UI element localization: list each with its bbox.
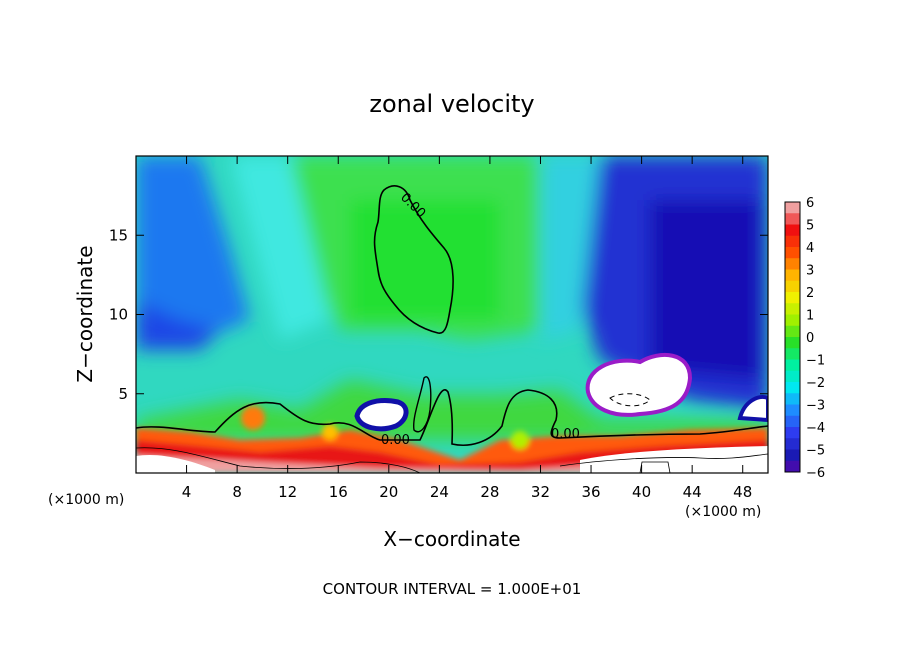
field-white-bottom <box>136 454 215 473</box>
field-warm-band <box>136 428 768 473</box>
field-cyan-right <box>540 156 600 340</box>
x-tick-label: 32 <box>531 483 550 501</box>
contour-label-3: 0.00 <box>551 427 580 442</box>
x-tick-label: 44 <box>683 483 702 501</box>
contour-bottom-box <box>639 461 671 473</box>
colorbar-segment-blend <box>785 438 800 450</box>
colorbar-tick-label: 2 <box>806 286 814 301</box>
colorbar-segment-blend <box>785 280 800 293</box>
x-tick-label: 4 <box>182 483 192 501</box>
colorbar-tick-label: −2 <box>806 376 825 391</box>
x-tick-label: 24 <box>430 483 449 501</box>
colorbar-segment-blend <box>785 325 800 338</box>
contour-label-2: 0.00 <box>381 433 410 448</box>
field-white-right <box>585 353 693 417</box>
y-axis-ticks: 5 10 15 <box>109 226 768 403</box>
x-tick-label: 40 <box>632 483 651 501</box>
contour-upper-cell <box>373 185 454 334</box>
velocity-field: 0.00 0.00 0.00 <box>136 156 768 473</box>
field-left-deepblue <box>136 300 220 350</box>
colorbar-tick-label: 5 <box>806 219 814 234</box>
colorbar-frame <box>784 201 801 473</box>
x-tick-label: 16 <box>329 483 348 501</box>
field-hot-spot-2 <box>322 424 338 440</box>
colorbar-tick-label: −6 <box>806 466 825 481</box>
colorbar-segment-blend <box>785 460 800 473</box>
field-hot-spot-3 <box>511 431 529 449</box>
x-tick-label: 8 <box>232 483 242 501</box>
field-right-deep <box>650 200 760 380</box>
x-tick-label: 48 <box>733 483 752 501</box>
contour-bottom-thin <box>136 447 421 473</box>
x-tick-label: 12 <box>278 483 297 501</box>
field-left-blue <box>136 156 250 345</box>
y-axis-label: Z−coordinate <box>73 245 97 382</box>
field-white-far-right <box>737 395 768 423</box>
chart-title: zonal velocity <box>369 90 534 118</box>
colorbar-tick-label: 3 <box>806 264 814 279</box>
y-tick-label: 5 <box>118 385 128 403</box>
contour-lower-boundary <box>136 389 768 446</box>
y-tick-label: 15 <box>109 226 128 244</box>
colorbar-tick-label: −3 <box>806 399 825 414</box>
colorbar-segment-blend <box>785 235 800 248</box>
colorbar <box>784 201 801 473</box>
field-cyan-left <box>230 156 330 340</box>
colorbar-segment-blend <box>785 348 800 360</box>
x-tick-label: 36 <box>581 483 600 501</box>
colorbar-segment-blend <box>785 370 800 383</box>
colorbar-tick-label: 4 <box>806 241 814 256</box>
contour-dashed-right <box>609 393 651 407</box>
colorbar-segment-blend <box>785 393 800 405</box>
x-tick-label: 20 <box>379 483 398 501</box>
colorbar-tick-label: −5 <box>806 444 825 459</box>
colorbar-segment-blend <box>785 303 800 315</box>
colorbar-tick-label: 6 <box>806 196 814 211</box>
contour-interval-footer: CONTOUR INTERVAL = 1.000E+01 <box>323 580 582 598</box>
contour-bottom-thin-right <box>559 453 768 467</box>
y-tick-label: 10 <box>109 306 128 324</box>
x-tick-label: 28 <box>480 483 499 501</box>
field-green-mid <box>350 200 500 320</box>
colorbar-tick-label: 0 <box>806 331 814 346</box>
field-hot-spot-1 <box>241 406 265 430</box>
x-unit-left: (×1000 m) <box>48 492 124 508</box>
colorbar-labels: 6 5 4 3 2 1 0 −1 −2 −3 −4 −5 −6 <box>806 196 825 481</box>
x-axis-label: X−coordinate <box>383 527 520 551</box>
colorbar-tick-label: 1 <box>806 309 814 324</box>
contour-center-finger <box>412 376 432 433</box>
colorbar-segment-blend <box>785 415 800 428</box>
field-white-center <box>354 398 409 432</box>
field-white-bottom-right <box>580 446 768 473</box>
x-unit-right: (×1000 m) <box>685 504 761 520</box>
colorbar-tick-label: −4 <box>806 421 825 436</box>
colorbar-segment-blend <box>785 213 800 225</box>
colorbar-tick-label: −1 <box>806 354 825 369</box>
x-axis-ticks: 4 8 12 16 20 24 28 32 36 40 44 48 <box>182 156 752 501</box>
colorbar-segment-blend <box>785 258 800 270</box>
